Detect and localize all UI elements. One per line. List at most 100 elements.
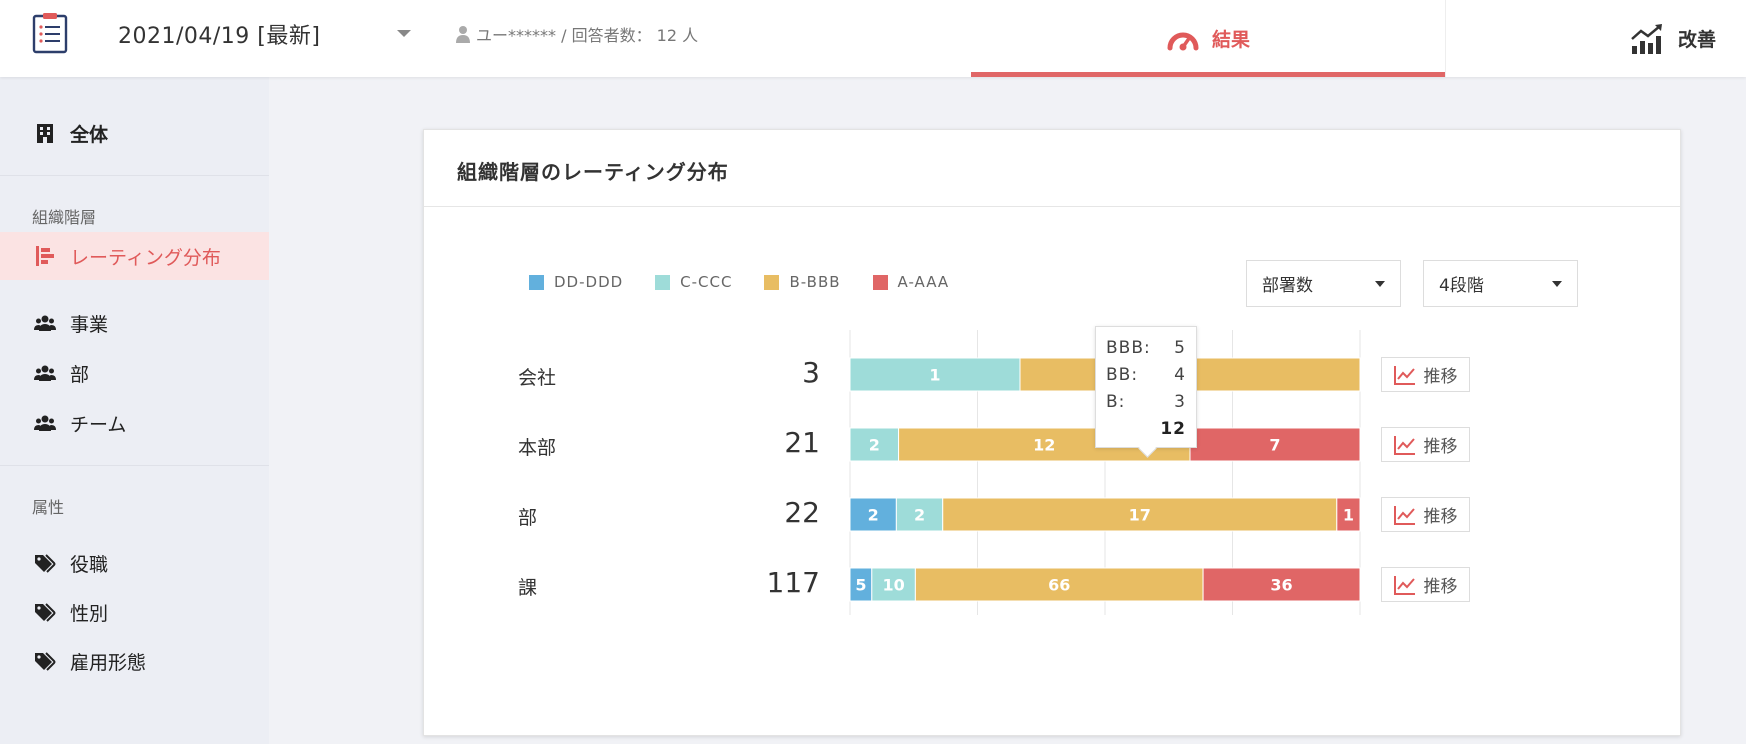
bar-value-label: 2 <box>868 506 879 525</box>
legend-swatch <box>872 274 888 290</box>
sidebar-item-business[interactable]: 事業 <box>0 299 269 347</box>
sidebar-item-department[interactable]: 部 <box>0 349 269 397</box>
tooltip-row-label: BB: <box>1106 365 1139 385</box>
chart-legend: DD-DDD C-CCC B-BBB A-AAA <box>529 273 949 291</box>
sidebar-item-team[interactable]: チーム <box>0 399 269 447</box>
count-type-select[interactable]: 部署数 <box>1246 260 1401 307</box>
user-respondent-text: ユー****** / 回答者数： 12 人 <box>476 26 699 45</box>
bar-segment[interactable] <box>1202 567 1361 602</box>
bar-value-label: 1 <box>929 366 940 385</box>
card-divider <box>424 206 1680 207</box>
tooltip-row: BB: 4 <box>1106 362 1186 389</box>
bar-segment[interactable] <box>942 497 1338 532</box>
category-total: 3 <box>802 356 820 389</box>
sidebar-item-employment[interactable]: 雇用形態 <box>0 637 269 685</box>
trend-button[interactable]: 推移 <box>1381 497 1470 532</box>
sidebar-item-overall[interactable]: 全体 <box>0 109 269 157</box>
sidebar-item-label: 雇用形態 <box>70 651 147 674</box>
tags-icon <box>35 652 56 671</box>
bar-value-label: 36 <box>1270 576 1292 595</box>
tags-icon <box>35 554 56 573</box>
sidebar-item-label: 役職 <box>70 553 109 576</box>
bar-value-label: 1 <box>1343 506 1354 525</box>
rating-distribution-card: 組織階層のレーティング分布 DD-DDD C-CCC B-BBB A-AAA 部署数 … <box>423 129 1681 736</box>
tooltip-total: 12 <box>1160 419 1186 439</box>
trend-button-label: 推移 <box>1423 577 1458 597</box>
user-icon <box>456 26 470 43</box>
trend-button[interactable]: 推移 <box>1381 567 1470 602</box>
bar-value-label: 66 <box>1048 576 1070 595</box>
bar-segment[interactable] <box>849 427 900 462</box>
trend-button[interactable]: 推移 <box>1381 357 1470 392</box>
line-chart-icon <box>1393 435 1415 455</box>
trend-button-label: 推移 <box>1423 507 1458 527</box>
sidebar-item-position[interactable]: 役職 <box>0 539 269 587</box>
legend-swatch <box>529 274 544 290</box>
bar-chart-icon <box>36 246 54 266</box>
sidebar-item-label: 事業 <box>70 313 109 336</box>
stacked-bar-chart: 12 2 12 7 2 2 17 1 5 10 66 36 <box>849 330 1361 615</box>
legend-swatch <box>655 274 671 290</box>
user-info: ユー****** / 回答者数： 12 人 <box>456 22 698 46</box>
legend-label: DD-DDD <box>554 273 624 291</box>
tab-improve[interactable]: 改善 <box>1630 0 1716 77</box>
sidebar-item-label: レーティング分布 <box>70 246 221 269</box>
category-total: 22 <box>784 496 820 529</box>
bar-segment[interactable] <box>914 567 1204 602</box>
sidebar-divider <box>0 465 269 466</box>
legend-label: B-BBB <box>789 273 841 291</box>
bar-value-label: 2 <box>869 436 880 455</box>
category-label: 会社 <box>518 367 557 389</box>
legend-label: C-CCC <box>680 273 733 291</box>
gauge-icon <box>1167 32 1199 50</box>
bar-value-label: 17 <box>1129 506 1151 525</box>
bar-segment[interactable] <box>871 567 916 602</box>
tab-result[interactable]: 結果 <box>971 0 1445 77</box>
tab-improve-label: 改善 <box>1678 29 1717 51</box>
survey-date-select[interactable]: 2021/04/19 [最新] <box>118 24 321 49</box>
tags-icon <box>35 603 56 622</box>
category-label: 部 <box>518 507 538 529</box>
tooltip-row-value: 3 <box>1174 392 1186 412</box>
legend-swatch <box>764 274 780 290</box>
line-chart-icon <box>1393 365 1415 385</box>
sidebar-divider <box>0 175 269 176</box>
tooltip-row: B: 3 <box>1106 389 1186 416</box>
legend-item[interactable]: B-BBB <box>764 273 840 291</box>
sidebar-item-label: 全体 <box>70 123 109 146</box>
survey-clipboard-icon[interactable] <box>32 12 68 54</box>
trend-button-label: 推移 <box>1423 437 1458 457</box>
category-total: 21 <box>784 426 820 459</box>
sidebar-section-attr: 属性 <box>32 498 65 517</box>
bar-value-label: 2 <box>914 506 925 525</box>
count-type-select-value: 部署数 <box>1262 276 1313 296</box>
sidebar-item-rating[interactable]: レーティング分布 <box>0 232 269 280</box>
line-chart-icon <box>1393 505 1415 525</box>
users-icon <box>34 315 56 331</box>
tooltip-row-label: BBB: <box>1106 338 1151 358</box>
tab-result-label: 結果 <box>1211 29 1250 51</box>
sidebar-item-label: 部 <box>70 363 90 386</box>
sidebar-item-label: チーム <box>70 413 127 436</box>
bar-segment[interactable] <box>849 497 897 532</box>
line-chart-icon <box>1393 575 1415 595</box>
legend-item[interactable]: A-AAA <box>872 273 950 291</box>
chevron-down-icon[interactable] <box>397 30 411 37</box>
sidebar: 全体 組織階層 レーティング分布 事業 部 <box>0 77 269 744</box>
bar-value-label: 7 <box>1269 436 1280 455</box>
legend-item[interactable]: C-CCC <box>655 273 732 291</box>
sidebar-item-gender[interactable]: 性別 <box>0 588 269 636</box>
caret-down-icon <box>1375 281 1385 287</box>
bar-segment[interactable] <box>1336 497 1361 532</box>
tooltip-rows: BBB: 5 BB: 4 B: 3 <box>1106 335 1186 416</box>
trend-button[interactable]: 推移 <box>1381 427 1470 462</box>
building-icon <box>37 124 53 143</box>
bar-value-label: 5 <box>855 576 866 595</box>
level-select[interactable]: 4段階 <box>1423 260 1578 307</box>
tooltip-row-label: B: <box>1106 392 1126 412</box>
tooltip-row-value: 4 <box>1174 365 1186 385</box>
legend-item[interactable]: DD-DDD <box>529 273 623 291</box>
bar-segment[interactable] <box>1189 427 1361 462</box>
chart-tooltip: BBB: 5 BB: 4 B: 3 12 <box>1095 326 1197 448</box>
caret-down-icon <box>1552 281 1562 287</box>
